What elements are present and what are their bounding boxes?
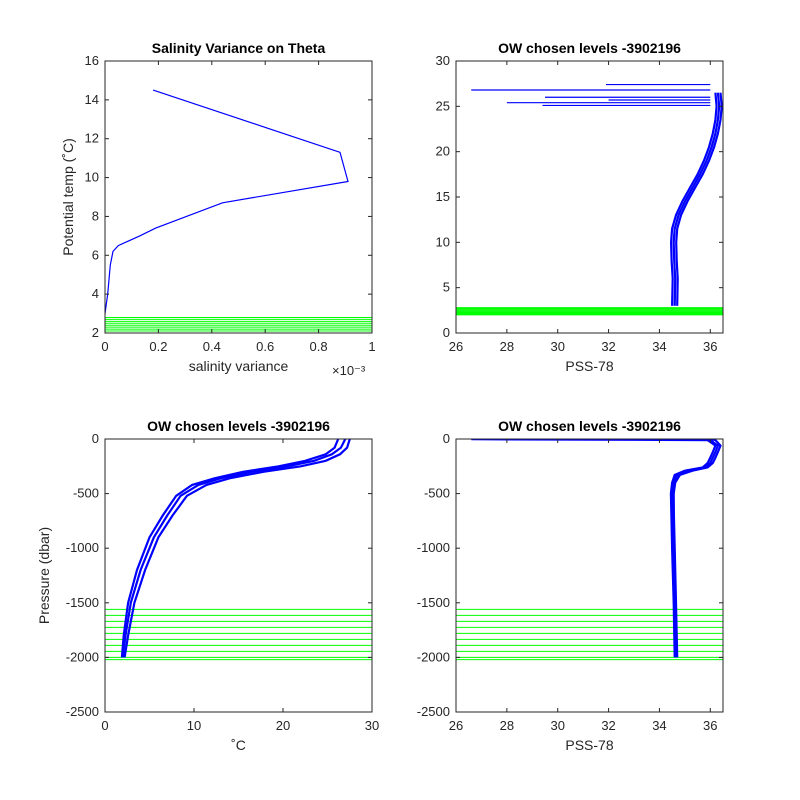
y-tick-label: -1000 bbox=[66, 540, 99, 555]
x-tick-label: 36 bbox=[703, 339, 717, 354]
x-tick-label: 0.4 bbox=[203, 339, 221, 354]
profile-series-line bbox=[123, 439, 351, 658]
y-tick-label: 2 bbox=[92, 325, 99, 340]
y-tick-label: -2500 bbox=[66, 704, 99, 719]
x-tick-label: 0 bbox=[101, 718, 108, 733]
axes-box bbox=[455, 60, 724, 334]
x-axis-exponent: ×10⁻³ bbox=[332, 363, 366, 378]
plot-area bbox=[456, 83, 723, 316]
y-tick-label: -2500 bbox=[417, 704, 450, 719]
y-tick-label: 12 bbox=[85, 131, 99, 146]
axes-box bbox=[104, 438, 373, 713]
x-tick-label: 26 bbox=[449, 718, 463, 733]
y-tick-label: 0 bbox=[443, 431, 450, 446]
y-tick-label: -2000 bbox=[417, 649, 450, 664]
axes-box bbox=[455, 438, 724, 713]
x-axis-label: salinity variance bbox=[189, 358, 289, 374]
x-tick-label: 28 bbox=[500, 339, 514, 354]
x-tick-label: 10 bbox=[187, 718, 201, 733]
y-tick-label: 0 bbox=[443, 325, 450, 340]
x-tick-label: 30 bbox=[550, 339, 564, 354]
x-tick-label: 28 bbox=[500, 718, 514, 733]
y-tick-label: 15 bbox=[436, 189, 450, 204]
profile-series-line bbox=[669, 439, 717, 658]
x-tick-label: 0.2 bbox=[149, 339, 167, 354]
y-axis-label: Potential temp (˚C) bbox=[60, 138, 76, 255]
y-tick-label: 10 bbox=[85, 170, 99, 185]
profile-series-line bbox=[105, 89, 349, 314]
y-tick-label: -1500 bbox=[66, 595, 99, 610]
axes-box bbox=[104, 60, 373, 334]
chart-title: Salinity Variance on Theta bbox=[152, 40, 326, 56]
chart-title: OW chosen levels -3902196 bbox=[498, 418, 681, 434]
x-tick-label: 0 bbox=[101, 339, 108, 354]
x-tick-label: 30 bbox=[550, 718, 564, 733]
plot-area bbox=[105, 89, 372, 333]
panel-temperature-pressure: 0 10 20 30 -2500 -2000 -1500 -1000 -500 0 OW chose… bbox=[36, 418, 379, 753]
y-tick-label: 16 bbox=[85, 53, 99, 68]
x-tick-label: 30 bbox=[365, 718, 379, 733]
x-axis-label: PSS-78 bbox=[565, 737, 613, 753]
x-tick-label: 36 bbox=[703, 718, 717, 733]
profile-series-line bbox=[121, 439, 347, 658]
y-tick-label: 20 bbox=[436, 144, 450, 159]
x-axis-label: PSS-78 bbox=[565, 358, 613, 374]
y-tick-label: 8 bbox=[92, 208, 99, 223]
y-tick-label: -1000 bbox=[417, 540, 450, 555]
x-tick-label: 1 bbox=[368, 339, 375, 354]
profile-series-line bbox=[120, 439, 340, 658]
y-tick-label: 30 bbox=[436, 53, 450, 68]
x-tick-label: 32 bbox=[601, 718, 615, 733]
plot-area bbox=[105, 439, 372, 661]
profile-series-line bbox=[675, 92, 723, 306]
x-tick-label: 32 bbox=[601, 339, 615, 354]
y-tick-label: 14 bbox=[85, 92, 99, 107]
y-tick-label: 0 bbox=[92, 431, 99, 446]
chart-title: OW chosen levels -3902196 bbox=[147, 418, 330, 434]
chart-title: OW chosen levels -3902196 bbox=[498, 40, 681, 56]
y-tick-label: -500 bbox=[424, 486, 450, 501]
y-tick-label: -2000 bbox=[66, 649, 99, 664]
profile-series-line bbox=[672, 439, 722, 658]
y-tick-label: 6 bbox=[92, 247, 99, 262]
profile-series-line bbox=[669, 92, 718, 306]
y-axis-label: Pressure (dbar) bbox=[36, 527, 52, 624]
x-tick-label: 26 bbox=[449, 339, 463, 354]
y-tick-label: 5 bbox=[443, 280, 450, 295]
x-tick-label: 0.8 bbox=[310, 339, 328, 354]
y-tick-label: 10 bbox=[436, 234, 450, 249]
x-tick-label: 34 bbox=[652, 339, 666, 354]
y-tick-label: 25 bbox=[436, 98, 450, 113]
y-tick-label: -500 bbox=[73, 486, 99, 501]
panel-salinity-theta: 26 28 30 32 34 36 0 5 10 15 20 25 30 OW chosen levels… bbox=[436, 40, 724, 374]
x-tick-label: 34 bbox=[652, 718, 666, 733]
x-axis-label: ˚C bbox=[231, 737, 246, 753]
profile-series-line bbox=[672, 92, 721, 306]
plot-area bbox=[456, 439, 723, 661]
panel-salinity-pressure: 26 28 30 32 34 36 -2500 -2000 -1500 -1000 -500 0 OW … bbox=[417, 418, 724, 753]
x-tick-label: 20 bbox=[276, 718, 290, 733]
y-tick-label: -1500 bbox=[417, 595, 450, 610]
y-tick-label: 4 bbox=[92, 286, 99, 301]
x-tick-label: 0.6 bbox=[256, 339, 274, 354]
